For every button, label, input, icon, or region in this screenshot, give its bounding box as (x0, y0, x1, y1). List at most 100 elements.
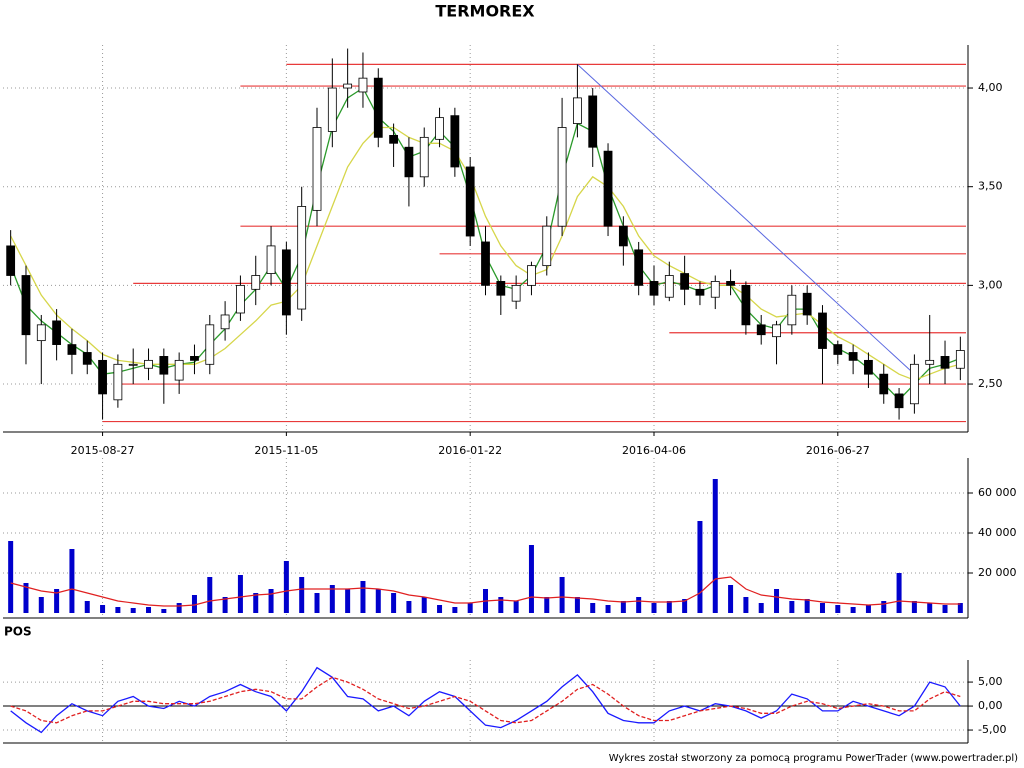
candle-body (52, 320, 62, 345)
volume-bar (176, 603, 182, 613)
candle-body (159, 356, 169, 375)
volume-bar (467, 603, 473, 613)
candle-body (174, 359, 184, 381)
candle-body (909, 363, 919, 405)
volume-bar (329, 585, 335, 613)
candle-body (680, 273, 690, 290)
volume-bar (605, 605, 611, 613)
candle-body (6, 245, 16, 276)
volume-bar (804, 599, 810, 613)
volume-bar (8, 541, 14, 613)
volume-bar (881, 601, 887, 613)
candle-body (435, 117, 444, 140)
y-tick-label: 40 000 (978, 526, 1017, 539)
volume-bar (283, 561, 289, 613)
volume-bar (865, 605, 871, 613)
candle-body (618, 225, 628, 247)
volume-bar (299, 577, 305, 613)
volume-bar (38, 597, 44, 613)
candle-body (710, 281, 720, 298)
volume-bar (437, 605, 443, 613)
candle-body (664, 275, 674, 298)
candle-body (925, 359, 935, 365)
candle-body (894, 393, 904, 409)
y-tick-label: 5,00 (978, 675, 1003, 688)
volume-bar (406, 601, 412, 613)
volume-bar (84, 601, 90, 613)
volume-bar (666, 601, 672, 613)
candle-body (511, 284, 521, 302)
volume-bar (774, 589, 780, 613)
candle-body (772, 324, 781, 338)
volume-bar (237, 575, 243, 613)
candle-body (82, 352, 92, 365)
candle-body (573, 97, 582, 124)
candle-body (557, 127, 567, 227)
y-tick-label: 60 000 (978, 486, 1017, 499)
volume-bar (191, 595, 197, 613)
footer: Wykres został stworzony za pomocą progra… (609, 753, 1018, 764)
volume-bar (789, 601, 795, 613)
y-tick-label: 3,50 (978, 180, 1003, 193)
volume-bar (130, 608, 136, 613)
candle-body (113, 363, 123, 401)
y-tick-label: 2,50 (978, 377, 1003, 390)
candle-body (21, 275, 31, 336)
candle-body (251, 275, 261, 290)
volume-bar (146, 607, 152, 613)
volume-bar (222, 597, 228, 613)
volume-bar (850, 607, 856, 613)
volume-bar (268, 589, 274, 613)
candle-body (848, 352, 858, 361)
volume-bar (697, 521, 703, 613)
candle-body (373, 77, 383, 138)
volume-bar (590, 603, 596, 613)
volume-bar (544, 597, 550, 613)
candle-body (756, 324, 766, 336)
x-tick-label: 2016-04-06 (622, 444, 686, 457)
volume-bar (682, 599, 688, 613)
candle-body (128, 363, 138, 366)
volume-bar (345, 589, 351, 613)
candle-body (144, 359, 153, 369)
candle-body (190, 356, 199, 361)
volume-bar (54, 589, 60, 613)
trend-line (577, 63, 915, 375)
candle-body (389, 134, 398, 144)
candle-body (879, 373, 889, 395)
volume-bar (957, 603, 963, 613)
x-tick-label: 2015-08-27 (71, 444, 135, 457)
volume-bar (498, 597, 504, 613)
volume-bar (636, 597, 642, 613)
candle-body (450, 115, 460, 168)
candle-body (205, 324, 215, 365)
volume-bar (23, 583, 29, 613)
candle-body (67, 344, 77, 355)
volume-bar (819, 603, 825, 613)
candle-body (527, 265, 536, 286)
oscillator-line (10, 666, 961, 734)
volume-bar (69, 549, 75, 613)
candle-body (603, 150, 613, 227)
volume-bar (528, 545, 534, 613)
volume-bar (391, 593, 397, 613)
chart-title: TERMOREX (435, 2, 535, 21)
candle-body (833, 344, 843, 355)
candle-body (465, 166, 475, 237)
candle-body (588, 95, 598, 148)
volume-bar (896, 573, 902, 613)
candle-body (864, 359, 873, 375)
candle-body (266, 245, 276, 274)
candle-body (542, 225, 552, 267)
candle-body (649, 281, 659, 296)
volume-bar (360, 581, 366, 613)
volume-bar (728, 585, 734, 613)
candle-body (220, 314, 230, 330)
volume-average (10, 576, 961, 607)
volume-bar (712, 479, 718, 613)
candle-body (802, 292, 812, 316)
volume-bar (452, 607, 458, 613)
volume-bar (574, 597, 580, 613)
candle-body (343, 83, 353, 89)
